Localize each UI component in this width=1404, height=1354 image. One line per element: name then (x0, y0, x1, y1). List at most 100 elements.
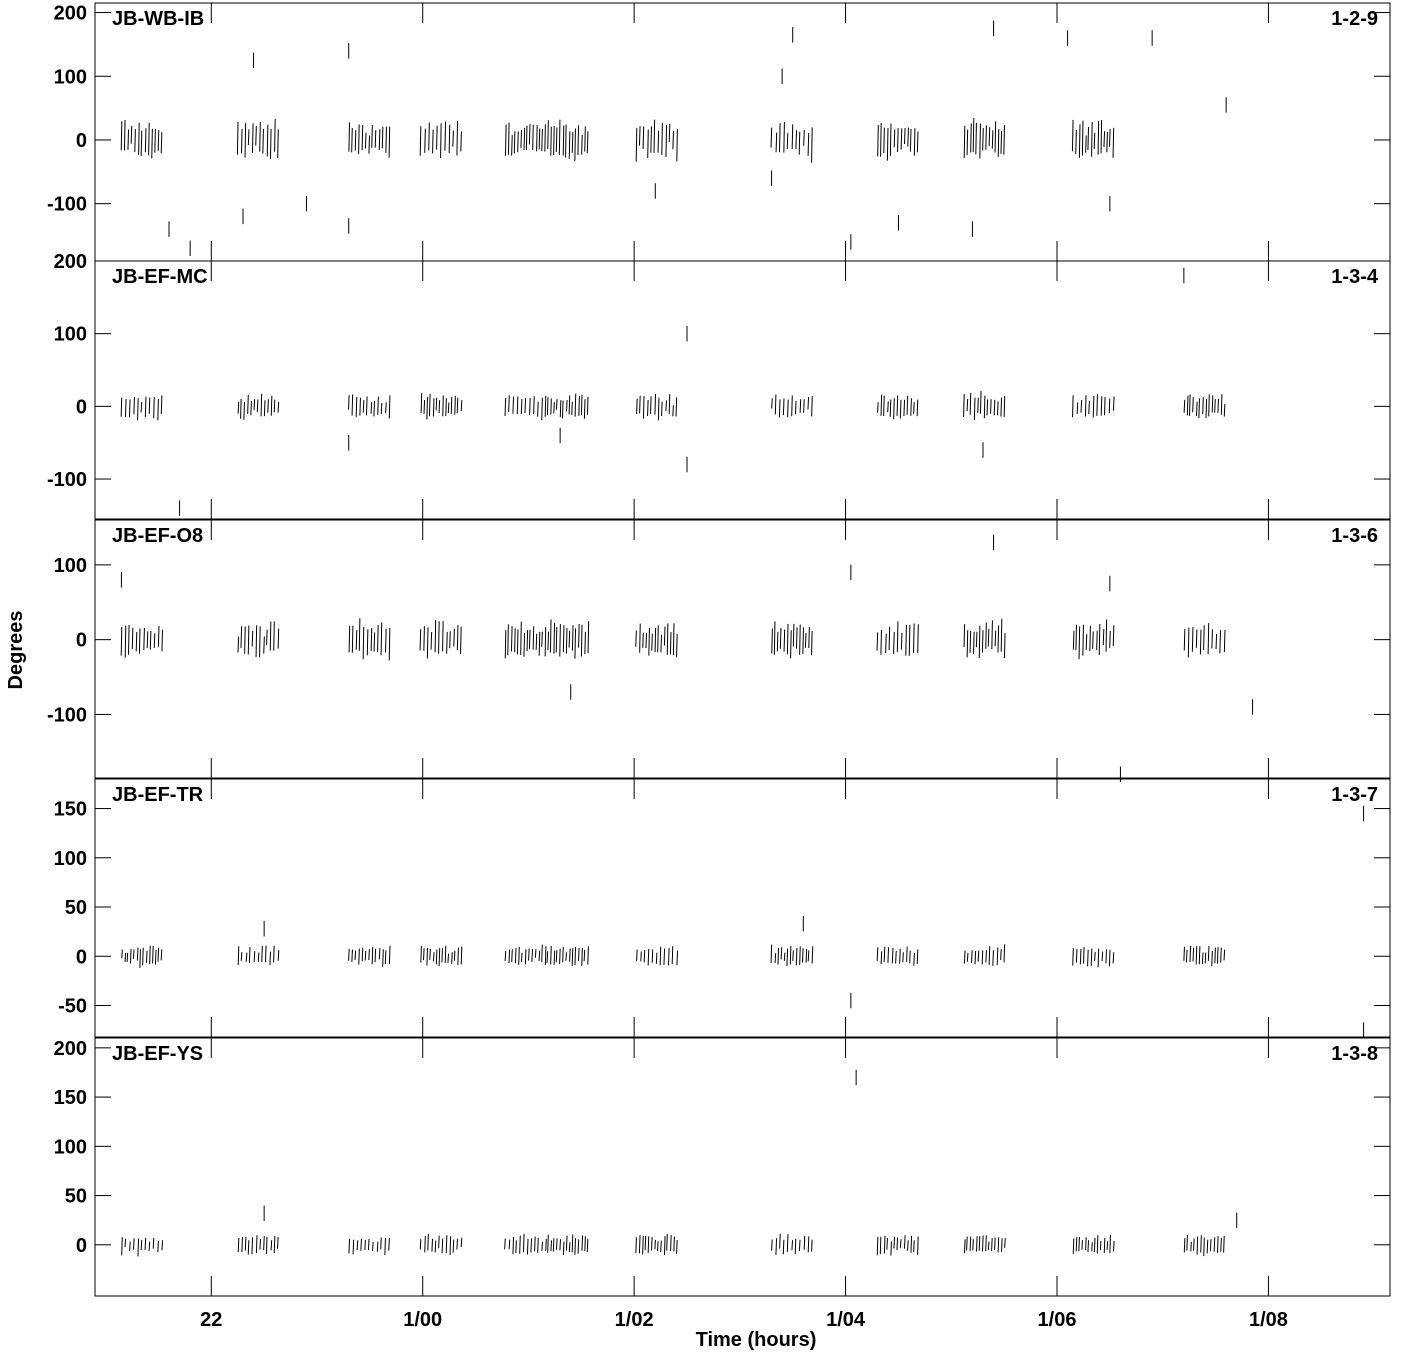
data-point (373, 400, 376, 417)
data-point (650, 126, 652, 153)
data-point (130, 125, 133, 144)
data-point (654, 628, 657, 653)
data-point (1085, 135, 1087, 153)
data-point (270, 395, 273, 416)
data-point (435, 949, 438, 965)
data-point (154, 949, 157, 965)
data-point (803, 399, 805, 413)
data-point (240, 626, 243, 648)
data-point (136, 947, 139, 961)
data-point (663, 1236, 666, 1255)
data-point (1081, 120, 1084, 156)
data-point (1075, 624, 1078, 651)
data-point (422, 948, 425, 961)
data-point (565, 1235, 568, 1251)
data-point (782, 398, 785, 416)
data-point (1003, 395, 1006, 418)
data-point (1072, 630, 1075, 650)
data-point (893, 1236, 896, 1249)
data-point (371, 947, 374, 965)
data-point (654, 393, 657, 415)
y-tick-label: 150 (54, 799, 87, 821)
data-point (446, 631, 448, 654)
data-point (913, 623, 915, 653)
data-point (795, 627, 798, 649)
data-point (1108, 398, 1111, 414)
data-point (1200, 1235, 1202, 1253)
data-point (1202, 397, 1204, 415)
data-point (1195, 946, 1198, 965)
data-point (376, 1241, 379, 1252)
data-point (511, 135, 513, 156)
data-point (676, 633, 678, 658)
data-point (388, 945, 391, 965)
data-point (436, 125, 438, 150)
data-point (656, 1241, 659, 1252)
data-point (986, 399, 989, 416)
data-point (887, 401, 889, 413)
data-point (555, 626, 558, 653)
data-point (571, 625, 574, 651)
data-point (966, 1236, 968, 1251)
data-point (424, 128, 426, 153)
data-point (672, 130, 674, 150)
data-point (420, 393, 423, 414)
data-point (1203, 1237, 1205, 1257)
data-point (371, 125, 373, 148)
data-point (1208, 394, 1210, 417)
data-point (876, 947, 879, 961)
y-tick-label: 50 (65, 897, 87, 919)
data-point (388, 126, 391, 158)
data-point (440, 123, 442, 159)
data-point (237, 401, 240, 414)
data-point (255, 126, 257, 146)
data-point (635, 630, 637, 647)
baseline-code: 1-3-6 (1331, 525, 1378, 547)
data-point (997, 1237, 1000, 1253)
data-point (670, 1235, 672, 1252)
data-point (388, 627, 391, 661)
data-point (382, 949, 384, 967)
y-tick-label: -50 (58, 995, 87, 1017)
data-point (520, 621, 522, 655)
data-point (665, 400, 667, 411)
data-point (1223, 629, 1226, 653)
data-point (568, 1242, 571, 1252)
data-point (896, 395, 899, 416)
data-point (896, 1237, 899, 1251)
data-point (644, 1235, 647, 1251)
data-point (783, 629, 786, 652)
data-point (519, 1235, 521, 1254)
data-point (1199, 629, 1202, 655)
panel-jb-ef-ys: 200 150 100 50 0 JB-EF-YS 1-3-8 (54, 1037, 1391, 1297)
data-point (1109, 631, 1111, 648)
x-axis: 22 1/00 1/02 1/04 1/06 1/08 (200, 1309, 1288, 1331)
data-point (985, 1235, 987, 1252)
data-point (672, 405, 674, 417)
data-point (565, 627, 568, 654)
data-point (917, 1236, 919, 1255)
data-point (586, 131, 589, 154)
data-point (452, 130, 454, 147)
data-point (262, 128, 264, 154)
data-point (153, 397, 155, 419)
data-point (798, 131, 801, 155)
data-point (584, 631, 586, 655)
data-point (528, 124, 531, 145)
data-point (428, 122, 430, 151)
data-point (1072, 395, 1074, 418)
data-point (1112, 1241, 1115, 1252)
data-point (798, 1239, 801, 1252)
data-point (546, 951, 549, 964)
data-point (811, 1239, 813, 1252)
data-point (780, 947, 783, 960)
data-point (526, 630, 529, 652)
data-point (893, 129, 896, 148)
data-point (524, 949, 527, 965)
data-point (876, 1236, 879, 1256)
data-point (370, 627, 373, 652)
data-point (803, 130, 805, 146)
data-point (795, 130, 798, 150)
data-point (650, 396, 652, 414)
data-point (352, 1239, 355, 1255)
